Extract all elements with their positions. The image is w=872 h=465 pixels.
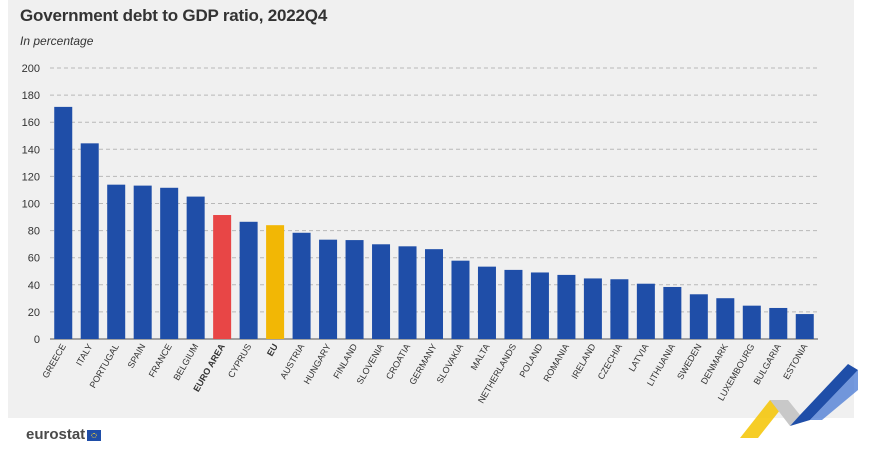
bar-croatia <box>398 246 417 339</box>
y-tick-label: 0 <box>34 334 40 346</box>
bar-italy <box>80 143 99 339</box>
bar-lithuania <box>663 286 682 339</box>
x-tick-label: LITHUANIA <box>645 342 677 388</box>
bar-malta <box>477 266 496 339</box>
x-tick-label: SWEDEN <box>675 342 703 381</box>
bar-chart: 0 20 40 60 80 100 120 140 160 180 200 GREECE ITALY P… <box>22 63 818 405</box>
x-tick-label: SPAIN <box>126 342 148 370</box>
y-tick-label: 120 <box>22 171 40 183</box>
y-axis-ticks: 0 20 40 60 80 100 120 140 160 180 200 <box>22 63 40 346</box>
x-tick-label: ROMANIA <box>541 342 571 383</box>
bar-finland <box>345 240 364 339</box>
x-tick-label: BELGIUM <box>171 342 200 382</box>
bar-latvia <box>636 283 655 339</box>
y-tick-label: 60 <box>28 253 40 265</box>
bar-france <box>160 187 179 339</box>
x-tick-label: CROATIA <box>384 342 412 381</box>
x-tick-label: EU <box>265 342 280 358</box>
bar-euro-area <box>213 215 232 339</box>
bar-romania <box>557 274 576 339</box>
x-tick-label: GREECE <box>40 342 68 380</box>
bar-ireland <box>583 278 602 339</box>
y-tick-label: 20 <box>28 307 40 319</box>
x-tick-label: ITALY <box>74 342 95 368</box>
x-tick-label: HUNGARY <box>302 342 333 386</box>
x-tick-label: FRANCE <box>147 342 174 379</box>
x-tick-label: FINLAND <box>331 342 359 381</box>
bar-czechia <box>610 279 629 339</box>
eu-flag-icon <box>87 430 102 441</box>
bar-austria <box>292 232 311 339</box>
y-tick-label: 140 <box>22 144 40 156</box>
y-tick-label: 40 <box>28 280 40 292</box>
x-tick-label: AUSTRIA <box>278 342 306 381</box>
bar-sweden <box>689 294 708 339</box>
bar-bulgaria <box>769 307 788 339</box>
decorative-corner-graphic <box>740 364 858 438</box>
bar-hungary <box>319 239 338 339</box>
x-tick-label: CZECHIA <box>596 342 624 381</box>
y-tick-label: 200 <box>22 63 40 75</box>
y-tick-label: 100 <box>22 199 40 211</box>
y-tick-label: 160 <box>22 117 40 129</box>
x-tick-label: SLOVENIA <box>355 342 386 386</box>
x-tick-label: LATVIA <box>627 342 651 373</box>
bar-luxembourg <box>742 305 761 339</box>
bar-cyprus <box>239 221 258 339</box>
eurostat-logo-text: eurostat <box>26 426 86 443</box>
bar-spain <box>133 185 152 339</box>
chart-title: Government debt to GDP ratio, 2022Q4 <box>20 6 328 25</box>
bar-denmark <box>716 298 735 339</box>
x-tick-label: MALTA <box>469 342 492 372</box>
x-tick-label: POLAND <box>517 342 544 379</box>
bar-belgium <box>186 196 205 339</box>
bar-greece <box>54 106 73 340</box>
bar-portugal <box>107 184 126 339</box>
y-tick-label: 80 <box>28 226 40 238</box>
bar-eu <box>266 225 285 339</box>
bar-slovenia <box>372 244 391 339</box>
x-tick-label: CYPRUS <box>226 342 253 379</box>
x-tick-label: IRELAND <box>569 342 597 381</box>
bar-poland <box>530 272 549 339</box>
x-tick-label: SLOVAKIA <box>435 342 466 385</box>
bars <box>54 106 814 340</box>
bar-germany <box>424 249 444 339</box>
chart-subtitle: In percentage <box>20 34 94 48</box>
eurostat-logo: eurostat <box>26 426 102 443</box>
bar-netherlands <box>504 269 523 339</box>
bar-estonia <box>795 314 814 339</box>
bar-slovakia <box>451 260 470 339</box>
y-tick-label: 180 <box>22 90 40 102</box>
